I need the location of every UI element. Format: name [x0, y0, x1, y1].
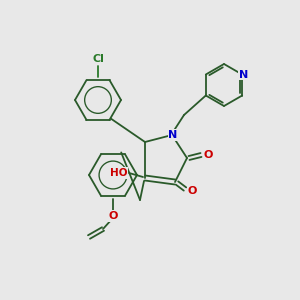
Text: O: O — [108, 211, 118, 221]
Text: HO: HO — [110, 168, 128, 178]
Text: Cl: Cl — [92, 54, 104, 64]
Text: N: N — [168, 130, 178, 140]
Text: N: N — [238, 70, 248, 80]
Text: O: O — [187, 186, 197, 196]
Text: O: O — [203, 150, 213, 160]
